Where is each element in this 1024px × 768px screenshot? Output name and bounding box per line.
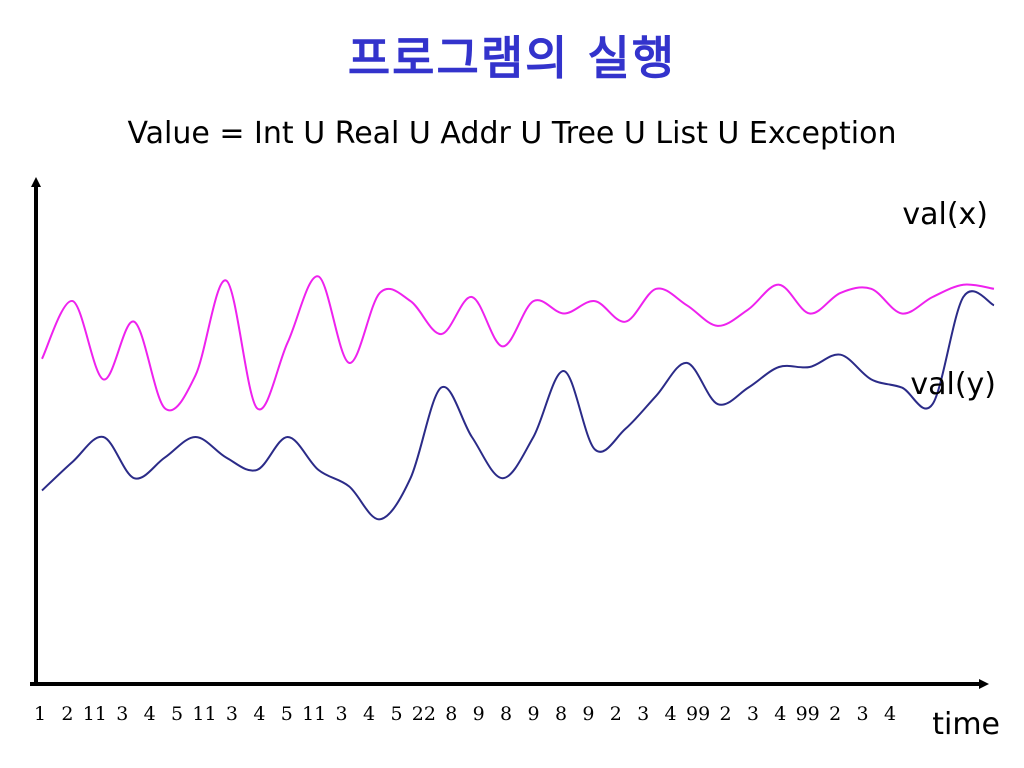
x-tick-label: 2 — [61, 703, 73, 725]
series-label-0: val(x) — [902, 197, 988, 232]
x-tick-label: 4 — [144, 703, 156, 725]
x-tick-label: 99 — [686, 703, 710, 725]
series-label-1: val(y) — [910, 367, 996, 402]
x-tick-label: 8 — [555, 703, 567, 725]
x-tick-label: 4 — [253, 703, 265, 725]
series-layer — [41, 275, 995, 521]
x-axis-label: time — [932, 707, 1000, 742]
x-tick-label: 9 — [473, 703, 485, 725]
x-tick-label: 2 — [610, 703, 622, 725]
slide-title: 프로그램의 실행 — [347, 31, 677, 85]
x-tick-label: 5 — [171, 703, 183, 725]
x-tick-label: 8 — [500, 703, 512, 725]
x-tick-label: 99 — [796, 703, 820, 725]
x-tick-label: 3 — [226, 703, 238, 725]
x-tick-label: 11 — [83, 703, 107, 725]
series-line-0 — [41, 275, 995, 412]
x-tick-label: 3 — [857, 703, 869, 725]
x-tick-label: 5 — [390, 703, 402, 725]
x-tick-label: 11 — [192, 703, 216, 725]
x-tick-label: 9 — [582, 703, 594, 725]
chart-axes — [30, 177, 989, 689]
x-tick-label: 4 — [665, 703, 677, 725]
x-tick-label: 4 — [884, 703, 896, 725]
x-tick-labels: 1 2 11 3 4 5 11 3 4 5 11 3 4 5 22 8 9 8 9 8 9 2 3 4 99 2 3 4 99 2 3 4 — [34, 703, 896, 725]
x-tick-label: 3 — [336, 703, 348, 725]
x-tick-label: 2 — [829, 703, 841, 725]
x-tick-label: 9 — [527, 703, 539, 725]
x-tick-label: 5 — [281, 703, 293, 725]
series-line-1 — [41, 290, 995, 521]
x-tick-label: 11 — [302, 703, 326, 725]
value-definition: Value = Int U Real U Addr U Tree U List … — [127, 116, 897, 151]
x-tick-label: 3 — [747, 703, 759, 725]
x-tick-label: 4 — [363, 703, 375, 725]
x-tick-label: 22 — [412, 703, 436, 725]
series-label-layer: val(x) val(y) — [902, 197, 996, 402]
x-tick-label: 8 — [445, 703, 457, 725]
x-tick-label: 1 — [34, 703, 46, 725]
x-tick-label: 3 — [116, 703, 128, 725]
x-tick-label: 2 — [719, 703, 731, 725]
x-tick-label: 3 — [637, 703, 649, 725]
x-tick-label: 4 — [774, 703, 786, 725]
